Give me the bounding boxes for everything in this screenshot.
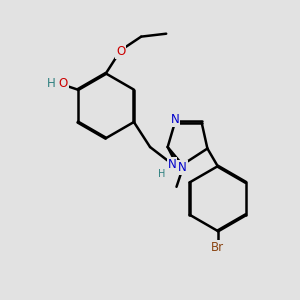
Text: N: N [171,112,179,126]
Text: O: O [116,45,125,58]
Text: O: O [58,77,68,90]
Text: N: N [178,161,187,174]
Text: N: N [168,158,176,171]
Text: H: H [47,77,56,90]
Text: H: H [158,169,166,178]
Text: Br: Br [211,241,224,254]
